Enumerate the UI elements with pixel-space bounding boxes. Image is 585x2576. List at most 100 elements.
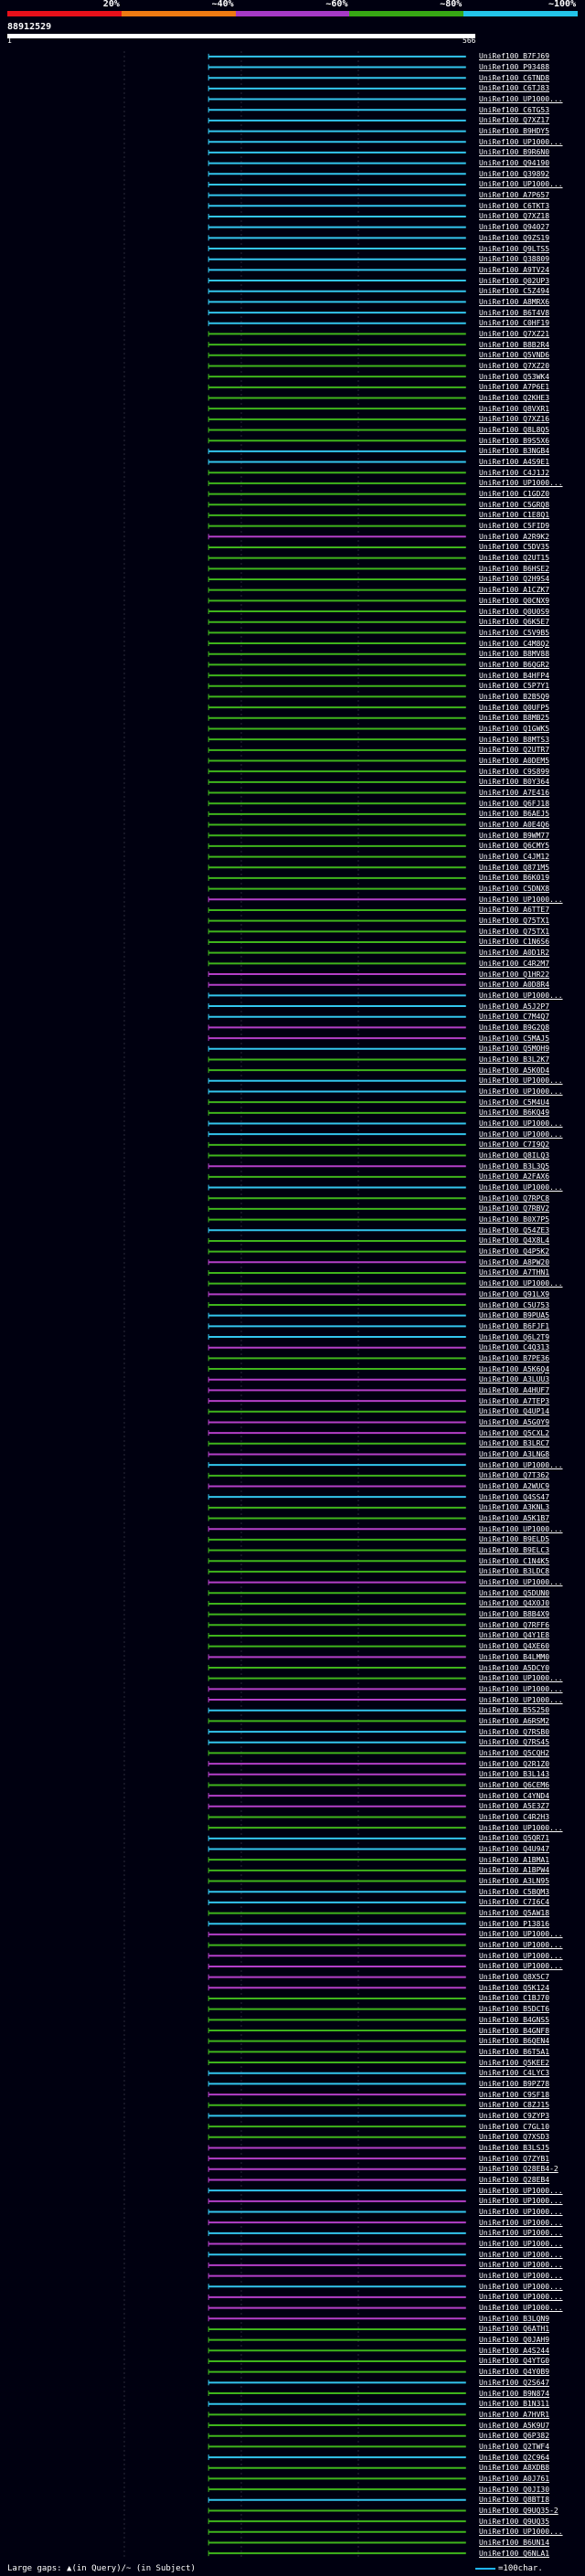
hit-label-link[interactable]: UniRef100_Q9LTS5 [479,244,550,253]
hit-label-link[interactable]: UniRef100_B2B5Q9 [479,692,550,701]
hit-label-link[interactable]: UniRef100_UP1000... [479,1076,563,1086]
hit-label-link[interactable]: UniRef100_B9PZ78 [479,2079,550,2088]
hit-label-link[interactable]: UniRef100_B8MV88 [479,650,550,659]
hit-label-link[interactable]: UniRef100_Q8ILQ3 [479,1151,550,1161]
hit-label-link[interactable]: UniRef100_C4J1J2 [479,468,550,477]
hit-label-link[interactable]: UniRef100_Q1GWK5 [479,724,550,733]
hit-label-link[interactable]: UniRef100_A1CZK7 [479,586,550,595]
hit-label-link[interactable]: UniRef100_UP1000... [479,2186,563,2195]
hit-label-link[interactable]: UniRef100_C1E8Q1 [479,511,550,520]
hit-label-link[interactable]: UniRef100_Q94027 [479,223,550,232]
hit-label-link[interactable]: UniRef100_A0DEM5 [479,756,550,765]
hit-label-link[interactable]: UniRef100_UP1000... [479,2304,563,2313]
hit-label-link[interactable]: UniRef100_UP1000... [479,1941,563,1950]
hit-label-link[interactable]: UniRef100_C4M8Q2 [479,639,550,648]
hit-label-link[interactable]: UniRef100_Q7RPC8 [479,1193,550,1203]
hit-label-link[interactable]: UniRef100_B6HSE2 [479,564,550,573]
hit-label-link[interactable]: UniRef100_UP1000... [479,2293,563,2302]
hit-label-link[interactable]: UniRef100_Q2UT15 [479,554,550,563]
hit-label-link[interactable]: UniRef100_UP1000... [479,1674,563,1683]
hit-label-link[interactable]: UniRef100_UP1000... [479,2528,563,2537]
hit-label-link[interactable]: UniRef100_A2R9K2 [479,532,550,541]
hit-label-link[interactable]: UniRef100_Q2R1Z0 [479,1759,550,1768]
hit-label-link[interactable]: UniRef100_Q0JI30 [479,2485,550,2494]
hit-label-link[interactable]: UniRef100_B9ELC3 [479,1546,550,1555]
hit-label-link[interactable]: UniRef100_Q4P5K2 [479,1247,550,1256]
hit-label-link[interactable]: UniRef100_Q8VXR1 [479,404,550,413]
hit-label-link[interactable]: UniRef100_Q7XZ16 [479,415,550,424]
hit-label-link[interactable]: UniRef100_A2WUC9 [479,1482,550,1490]
hit-label-link[interactable]: UniRef100_A1BMA1 [479,1855,550,1864]
hit-label-link[interactable]: UniRef100_UP1000... [479,95,563,104]
hit-label-link[interactable]: UniRef100_A7THN1 [479,1268,550,1277]
hit-label-link[interactable]: UniRef100_UP1000... [479,2218,563,2227]
hit-label-link[interactable]: UniRef100_B1N311 [479,2400,550,2409]
hit-label-link[interactable]: UniRef100_UP1000... [479,1951,563,1960]
hit-label-link[interactable]: UniRef100_Q4Y1E8 [479,1631,550,1640]
hit-label-link[interactable]: UniRef100_B3LSJ5 [479,2143,550,2152]
hit-label-link[interactable]: UniRef100_Q75TX1 [479,917,550,926]
hit-label-link[interactable]: UniRef100_A7HVR1 [479,2410,550,2419]
hit-label-link[interactable]: UniRef100_Q28EB4-2 [479,2165,558,2174]
hit-label-link[interactable]: UniRef100_B3LQN9 [479,2314,550,2323]
hit-label-link[interactable]: UniRef100_B6QGR2 [479,660,550,669]
hit-label-link[interactable]: UniRef100_B3L143 [479,1770,550,1779]
hit-label-link[interactable]: UniRef100_A7P657 [479,191,550,200]
hit-label-link[interactable]: UniRef100_UP1000... [479,2282,563,2291]
hit-label-link[interactable]: UniRef100_Q0UFP5 [479,703,550,712]
hit-label-link[interactable]: UniRef100_Q4UP14 [479,1407,550,1416]
hit-label-link[interactable]: UniRef100_A7P6E1 [479,383,550,392]
hit-label-link[interactable]: UniRef100_C0HF19 [479,319,550,328]
hit-label-link[interactable]: UniRef100_C5P7Y1 [479,682,550,691]
hit-label-link[interactable]: UniRef100_Q8X5C7 [479,1973,550,1982]
hit-label-link[interactable]: UniRef100_B6T4V8 [479,308,550,317]
hit-label-link[interactable]: UniRef100_C4R2M7 [479,959,550,968]
hit-label-link[interactable]: UniRef100_A3LUU3 [479,1375,550,1384]
hit-label-link[interactable]: UniRef100_Q5CXL2 [479,1428,550,1437]
hit-label-link[interactable]: UniRef100_B3L2K7 [479,1055,550,1064]
hit-label-link[interactable]: UniRef100_A0J761 [479,2474,550,2483]
hit-label-link[interactable]: UniRef100_B3LDC8 [479,1567,550,1576]
hit-label-link[interactable]: UniRef100_Q6K5E7 [479,618,550,627]
hit-label-link[interactable]: UniRef100_UP1000... [479,2250,563,2259]
hit-label-link[interactable]: UniRef100_C5DV35 [479,543,550,552]
hit-label-link[interactable]: UniRef100_B9PUA5 [479,1311,550,1320]
hit-label-link[interactable]: UniRef100_Q2UTR7 [479,746,550,755]
hit-label-link[interactable]: UniRef100_B4LMM0 [479,1652,550,1661]
hit-label-link[interactable]: UniRef100_UP1000... [479,2272,563,2281]
hit-label-link[interactable]: UniRef100_A3LNG8 [479,1449,550,1458]
hit-label-link[interactable]: UniRef100_C1GDZ0 [479,490,550,499]
hit-label-link[interactable]: UniRef100_Q7ZYB1 [479,2154,550,2163]
hit-label-link[interactable]: UniRef100_B4HFP4 [479,671,550,680]
hit-label-link[interactable]: UniRef100_B6FJF1 [479,1321,550,1330]
hit-label-link[interactable]: UniRef100_Q94190 [479,159,550,168]
hit-label-link[interactable]: UniRef100_UP1000... [479,1460,563,1469]
hit-label-link[interactable]: UniRef100_C6TND8 [479,73,550,82]
hit-label-link[interactable]: UniRef100_C5M4U4 [479,1097,550,1107]
hit-label-link[interactable]: UniRef100_A5K1B7 [479,1514,550,1523]
hit-label-link[interactable]: UniRef100_B8MB25 [479,714,550,723]
hit-label-link[interactable]: UniRef100_B9G2Q8 [479,1023,550,1032]
hit-label-link[interactable]: UniRef100_Q7XZ18 [479,212,550,221]
hit-label-link[interactable]: UniRef100_Q4XE60 [479,1642,550,1651]
hit-label-link[interactable]: UniRef100_A4HUF7 [479,1385,550,1394]
hit-label-link[interactable]: UniRef100_Q7XZ21 [479,329,550,338]
hit-label-link[interactable]: UniRef100_A5J2P7 [479,1002,550,1011]
hit-label-link[interactable]: UniRef100_C7GL10 [479,2122,550,2131]
hit-label-link[interactable]: UniRef100_Q6L2T9 [479,1332,550,1341]
hit-label-link[interactable]: UniRef100_A8XDB8 [479,2464,550,2473]
hit-label-link[interactable]: UniRef100_UP1000... [479,1578,563,1587]
hit-label-link[interactable]: UniRef100_B6UN14 [479,2538,550,2547]
hit-label-link[interactable]: UniRef100_Q0U0S9 [479,607,550,616]
hit-label-link[interactable]: UniRef100_B9R6N0 [479,148,550,157]
hit-label-link[interactable]: UniRef100_Q7RFF6 [479,1620,550,1629]
hit-label-link[interactable]: UniRef100_Q9ZS19 [479,233,550,242]
hit-label-link[interactable]: UniRef100_C8ZJ15 [479,2101,550,2110]
hit-label-link[interactable]: UniRef100_C4Q313 [479,1343,550,1352]
hit-label-link[interactable]: UniRef100_Q7XSD3 [479,2133,550,2142]
hit-label-link[interactable]: UniRef100_Q54ZE3 [479,1225,550,1235]
hit-label-link[interactable]: UniRef100_UP1000... [479,1279,563,1288]
hit-label-link[interactable]: UniRef100_B7PE36 [479,1353,550,1362]
hit-label-link[interactable]: UniRef100_Q5DUN0 [479,1588,550,1597]
hit-label-link[interactable]: UniRef100_B8B2R4 [479,340,550,349]
